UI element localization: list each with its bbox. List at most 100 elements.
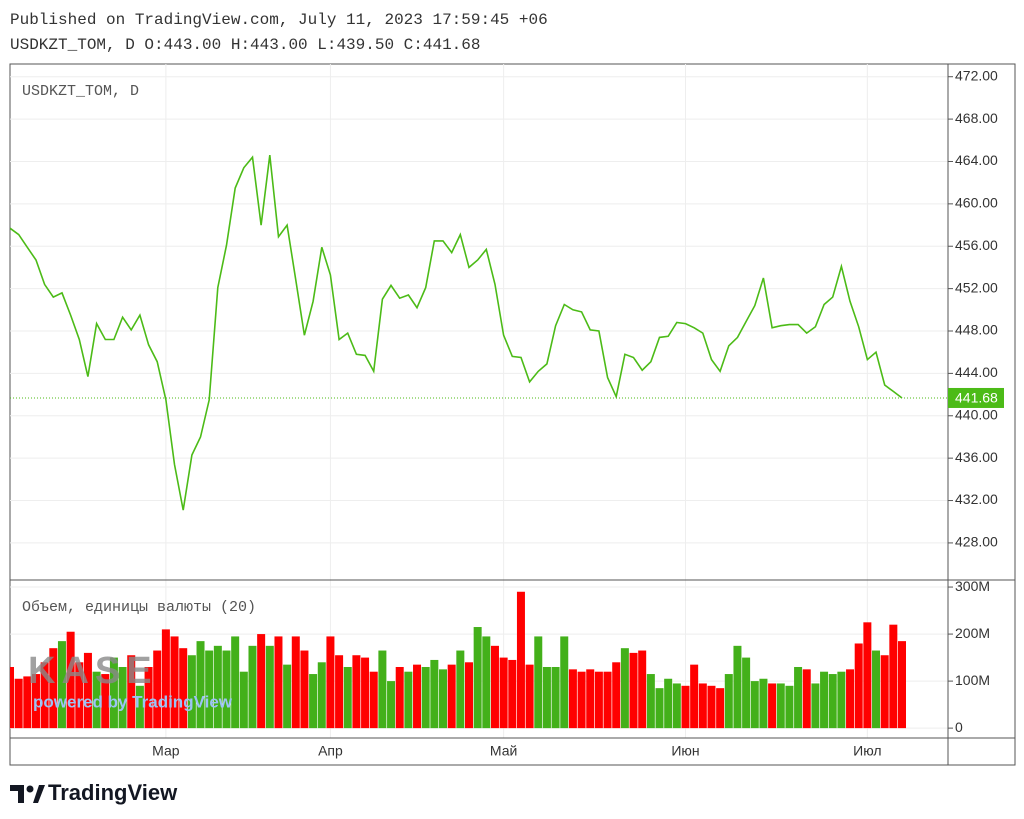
volume-bar — [222, 650, 231, 729]
y-tick-label: 440.00 — [955, 406, 998, 422]
volume-bar — [811, 683, 820, 729]
volume-bar — [300, 650, 309, 729]
ohlc-line: USDKZT_TOM, D O:443.00 H:443.00 L:439.50… — [10, 36, 480, 54]
volume-bar — [135, 685, 144, 729]
footer-brand: TradingView — [48, 780, 178, 805]
y-tick-label: 432.00 — [955, 491, 998, 507]
volume-bar — [10, 666, 14, 729]
volume-bar — [170, 636, 179, 729]
volume-bar — [309, 674, 318, 729]
volume-bar — [629, 652, 638, 729]
volume-bar — [681, 685, 690, 729]
volume-bar — [257, 634, 266, 729]
volume-bar — [880, 655, 889, 729]
volume-bar — [40, 662, 49, 729]
volume-bar — [499, 657, 508, 729]
volume-bar — [23, 676, 32, 729]
volume-bar — [205, 650, 214, 729]
volume-bar — [387, 681, 396, 729]
y-tick-label: 472.00 — [955, 67, 998, 83]
volume-bar — [889, 624, 898, 729]
volume-bar — [231, 636, 240, 729]
volume-bar — [594, 671, 603, 729]
x-tick-label: Июн — [671, 743, 699, 759]
footer-logo: TradingView — [10, 780, 178, 805]
price-line — [10, 155, 903, 511]
volume-bar — [716, 688, 725, 729]
volume-bar — [473, 627, 482, 729]
watermark: KASE powered by TradingView — [28, 650, 233, 711]
y-tick-label: 428.00 — [955, 534, 998, 550]
volume-bar — [326, 636, 335, 729]
published-line: Published on TradingView.com, July 11, 2… — [10, 11, 548, 29]
volume-bar — [655, 688, 664, 729]
volume-bar — [750, 681, 759, 729]
volume-bar — [776, 683, 785, 729]
volume-bar — [828, 674, 837, 729]
volume-bar — [404, 671, 413, 729]
volume-bar — [413, 664, 422, 729]
y-tick-label: 456.00 — [955, 237, 998, 253]
volume-bar — [482, 636, 491, 729]
x-tick-label: Мар — [152, 743, 180, 759]
volume-bar — [343, 666, 352, 729]
volume-bar — [724, 674, 733, 729]
x-tick-label: Апр — [318, 743, 343, 759]
volume-bar — [187, 655, 196, 729]
volume-pane — [10, 591, 906, 729]
volume-bar — [283, 664, 292, 729]
volume-pane-title: Объем, единицы валюты (20) — [22, 599, 256, 616]
y-tick-label: 100M — [955, 672, 990, 688]
volume-bar — [542, 666, 551, 729]
y-tick-label: 436.00 — [955, 449, 998, 465]
volume-bar — [464, 662, 473, 729]
volume-bar — [57, 641, 66, 729]
volume-bar — [863, 622, 872, 729]
volume-bar — [577, 671, 586, 729]
volume-bar — [846, 669, 855, 729]
volume-bar — [92, 671, 101, 729]
volume-bar — [742, 657, 751, 729]
volume-bar — [395, 666, 404, 729]
volume-bar — [872, 650, 881, 729]
last-value-label: 441.68 — [955, 390, 998, 406]
volume-bar — [49, 648, 58, 729]
volume-bar — [672, 683, 681, 729]
volume-bar — [854, 643, 863, 729]
volume-bar — [534, 636, 543, 729]
volume-bar — [101, 674, 110, 729]
volume-bar — [802, 669, 811, 729]
y-tick-label: 448.00 — [955, 322, 998, 338]
volume-bar — [733, 645, 742, 729]
last-value-box — [948, 387, 1004, 408]
logo-dot — [26, 785, 34, 793]
x-tick-label: Май — [490, 743, 517, 759]
volume-bar — [31, 674, 40, 729]
volume-bar — [75, 662, 84, 729]
volume-bar — [291, 636, 300, 729]
volume-bar — [794, 666, 803, 729]
volume-bar — [586, 669, 595, 729]
volume-bar — [447, 664, 456, 729]
volume-bar — [153, 650, 162, 729]
y-tick-label: 460.00 — [955, 195, 998, 211]
volume-bar — [421, 666, 430, 729]
volume-bar — [664, 678, 673, 729]
volume-bar — [248, 645, 257, 729]
volume-bar — [196, 641, 205, 729]
volume-bar — [179, 648, 188, 729]
volume-bar — [274, 636, 283, 729]
y-tick-label: 468.00 — [955, 110, 998, 126]
volume-bar — [369, 671, 378, 729]
volume-bar — [612, 662, 621, 729]
volume-bar — [239, 671, 248, 729]
volume-bar — [14, 678, 23, 729]
volume-bar — [118, 666, 127, 729]
volume-bar — [638, 650, 647, 729]
volume-bar — [603, 671, 612, 729]
volume-bar — [508, 659, 517, 729]
volume-bar — [690, 664, 699, 729]
volume-bar — [759, 678, 768, 729]
